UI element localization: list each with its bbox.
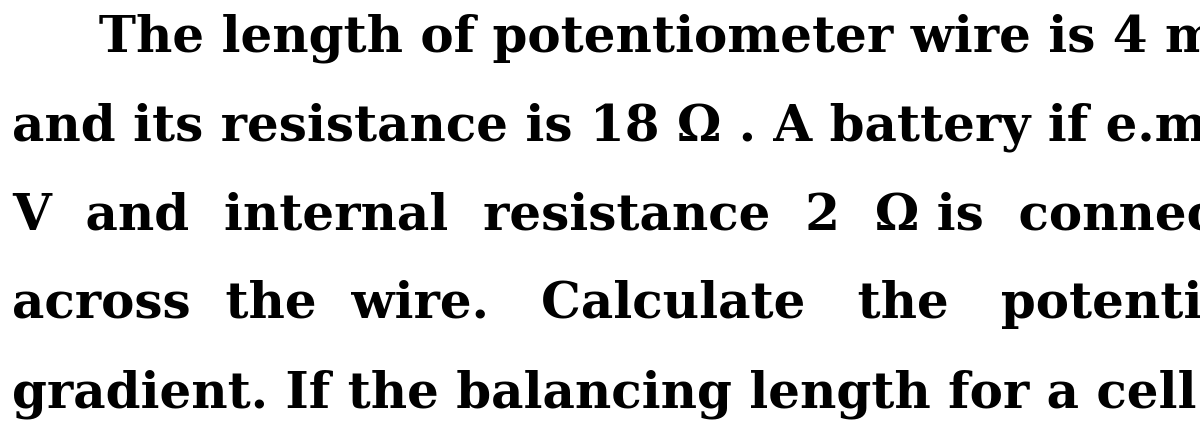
Text: across  the  wire.   Calculate   the   potential: across the wire. Calculate the potential (12, 280, 1200, 329)
Text: The length of potentiometer wire is 4 m: The length of potentiometer wire is 4 m (12, 13, 1200, 63)
Text: gradient. If the balancing length for a cell of: gradient. If the balancing length for a … (12, 369, 1200, 419)
Text: and its resistance is 18 Ω . A battery if e.m.f. 2: and its resistance is 18 Ω . A battery i… (12, 102, 1200, 152)
Text: V  and  internal  resistance  2  Ω is  connected: V and internal resistance 2 Ω is connect… (12, 191, 1200, 240)
